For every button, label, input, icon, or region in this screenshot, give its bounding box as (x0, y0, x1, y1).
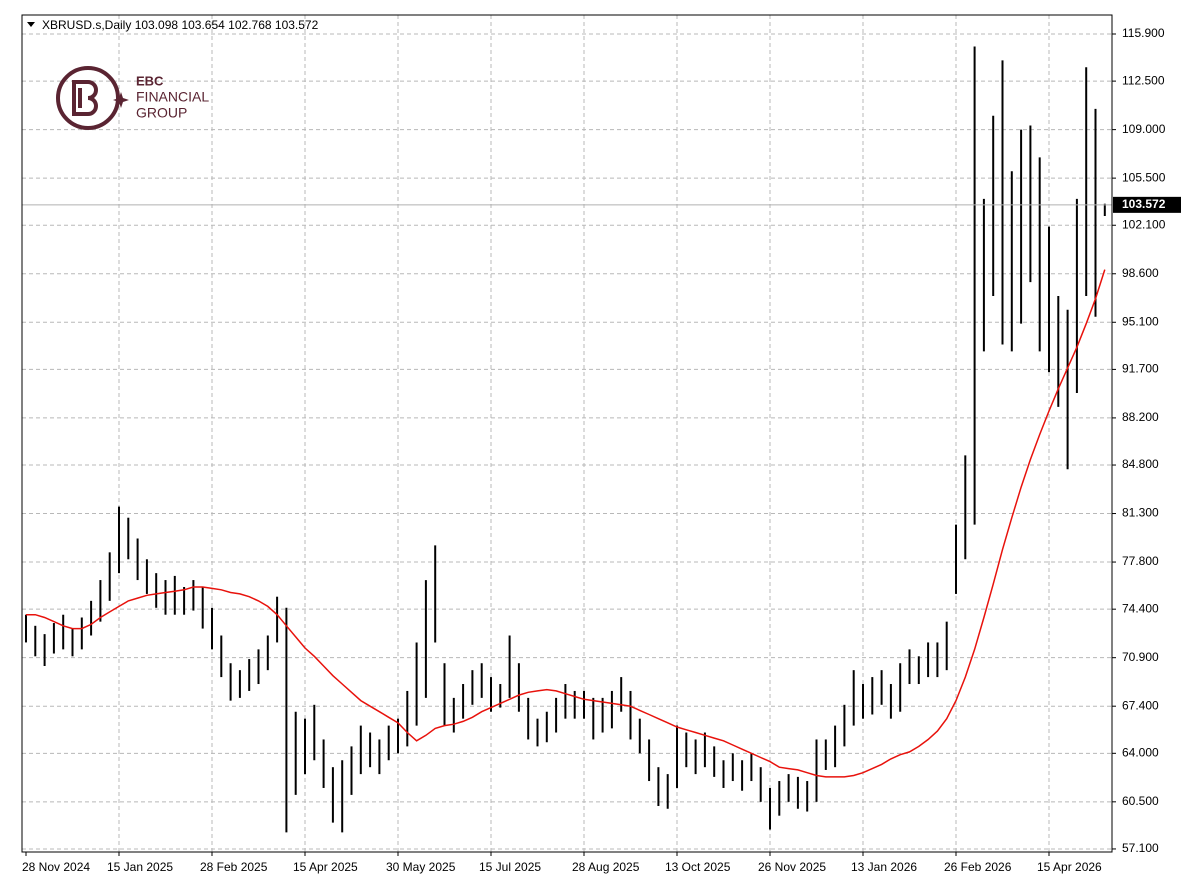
y-tick-label: 109.000 (1122, 122, 1166, 136)
x-tick-label: 15 Jan 2025 (107, 860, 173, 874)
open: 103.098 (135, 18, 179, 32)
price-marker (1113, 196, 1181, 213)
low: 102.768 (228, 18, 272, 32)
y-tick-label: 95.100 (1122, 314, 1159, 328)
header: XBRUSD.s,Daily 103.098 103.654 102.768 1… (42, 18, 319, 32)
logo-text: EBC (136, 73, 164, 88)
x-tick-label: 13 Oct 2025 (665, 860, 731, 874)
high: 103.654 (181, 18, 225, 32)
y-tick-label: 81.300 (1122, 506, 1159, 520)
y-tick-label: 102.100 (1122, 217, 1166, 231)
x-tick-label: 15 Apr 2025 (293, 860, 358, 874)
x-tick-label: 28 Aug 2025 (572, 860, 640, 874)
price-marker-label: 103.572 (1122, 197, 1166, 211)
y-tick-label: 105.500 (1122, 170, 1166, 184)
x-tick-label: 26 Feb 2026 (944, 860, 1012, 874)
y-tick-label: 57.100 (1122, 841, 1159, 855)
y-tick-label: 74.400 (1122, 601, 1159, 615)
x-tick-label: 15 Jul 2025 (479, 860, 541, 874)
y-tick-label: 115.900 (1122, 26, 1165, 40)
x-tick-label: 30 May 2025 (386, 860, 456, 874)
axes: 115.900 112.500 109.000 105.500 102.100 98.60… (22, 26, 1181, 874)
x-tick-label: 15 Apr 2026 (1037, 860, 1102, 874)
plot-frame (21, 14, 1113, 853)
logo-star (113, 92, 129, 108)
logo-text: GROUP (136, 105, 187, 121)
menu-arrow[interactable] (27, 22, 35, 27)
y-tick-label: 70.900 (1122, 650, 1159, 664)
y-tick-label: 64.000 (1122, 745, 1159, 759)
logo-text: FINANCIAL (136, 89, 209, 105)
logo-ring (56, 66, 120, 130)
y-tick-label: 67.400 (1122, 698, 1159, 712)
y-tick-label: 98.600 (1122, 266, 1159, 280)
logo: EBC FINANCIAL GROUP (56, 66, 209, 130)
x-tick-label: 28 Nov 2024 (22, 860, 90, 874)
moving-average (26, 269, 1106, 778)
logo-mark (72, 80, 98, 116)
y-tick-label: 84.800 (1122, 457, 1159, 471)
y-tick-label: 112.500 (1122, 73, 1165, 87)
y-tick-label: 60.500 (1122, 794, 1159, 808)
y-tick-label: 91.700 (1122, 362, 1159, 376)
x-tick-label: 26 Nov 2025 (758, 860, 826, 874)
close: 103.572 (275, 18, 319, 32)
symbol: XBRUSD.s,Daily (42, 18, 131, 32)
y-tick-label: 77.800 (1122, 554, 1159, 568)
plot (22, 46, 1112, 833)
x-tick-label: 28 Feb 2025 (200, 860, 268, 874)
y-tick-label: 88.200 (1122, 410, 1159, 424)
x-tick-label: 13 Jan 2026 (851, 860, 917, 874)
